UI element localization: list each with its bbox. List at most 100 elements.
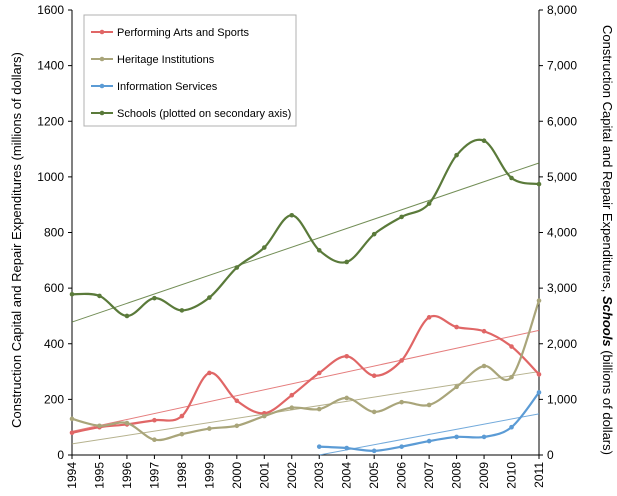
x-tick-label: 1998 [175,462,189,489]
y-axis-title-right: Construction Capital and Repair Expendit… [600,25,615,455]
series-heritage-institutions [69,298,542,443]
data-point-schools-plotted-on-secondary-axis [509,175,514,181]
y-right-tick-label: 7,000 [547,59,577,73]
data-point-performing-arts-and-sports [509,344,514,349]
data-point-performing-arts-and-sports [344,353,350,359]
data-point-heritage-institutions [97,423,102,429]
data-point-heritage-institutions [399,399,404,405]
legend-box [83,14,297,127]
data-point-schools-plotted-on-secondary-axis [152,295,157,301]
data-point-performing-arts-and-sports [179,413,185,419]
legend-item-schools-plotted-on-secondary-axis: Schools (plotted on secondary axis) [91,108,291,120]
x-tick-label: 2003 [312,462,326,489]
legend-label: Schools (plotted on secondary axis) [117,108,291,120]
y-axis-title-right-part-3: (billions of dollars) [600,347,615,455]
data-point-heritage-institutions [454,384,459,390]
x-tick-label: 2010 [505,462,519,489]
data-point-performing-arts-and-sports [316,370,322,376]
y-axis-title-left: Construction Capital and Repair Expendit… [9,52,24,428]
series-line-performing-arts-and-sports [71,314,540,434]
x-tick-label: 2000 [230,462,244,489]
x-tick-label: 1994 [65,462,79,489]
data-point-schools-plotted-on-secondary-axis [289,212,295,218]
legend-item-information-services: Information Services [91,81,218,93]
data-point-heritage-institutions [426,402,432,408]
trendlines-layer [71,162,540,456]
y-left-tick-label: 400 [44,337,64,351]
data-point-heritage-institutions [316,406,322,412]
data-point-information-services [536,390,542,395]
data-point-schools-plotted-on-secondary-axis [69,291,75,297]
legend-swatch-marker [99,56,105,62]
data-point-schools-plotted-on-secondary-axis [234,265,240,270]
y-right-tick-label: 0 [547,448,554,462]
data-point-performing-arts-and-sports [152,417,157,423]
trendline-schools-plotted-on-secondary-axis [71,162,540,323]
legend-label: Performing Arts and Sports [117,27,250,39]
y-right-tick-label: 8,000 [547,3,577,17]
data-point-performing-arts-and-sports [481,328,487,334]
data-point-heritage-institutions [179,431,185,437]
data-point-performing-arts-and-sports [536,372,542,377]
y-left-tick-label: 1000 [37,170,64,184]
data-point-information-services [509,424,514,430]
x-tick-label: 2004 [340,462,354,489]
data-point-performing-arts-and-sports [399,358,404,363]
y-left-tick-label: 0 [57,448,64,462]
legend-swatch-marker [99,110,105,116]
legend-label: Information Services [117,81,218,93]
y-right-tick-label: 4,000 [547,226,577,240]
data-point-heritage-institutions [289,405,295,411]
data-point-heritage-institutions [207,426,212,431]
legend-swatch-marker [99,83,105,89]
x-tick-label: 2001 [257,462,271,489]
data-point-schools-plotted-on-secondary-axis [371,231,377,237]
legend-item-heritage-institutions: Heritage Institutions [91,54,215,66]
x-tick-label: 1996 [120,462,134,489]
x-tick-label: 2006 [395,462,409,489]
data-point-information-services [454,434,459,440]
y-axis-title-right-part-1: Construction Capital and Repair Expendit… [600,25,615,296]
series-schools-plotted-on-secondary-axis [69,138,542,319]
data-point-schools-plotted-on-secondary-axis [316,248,322,253]
x-tick-label: 2007 [422,462,436,489]
data-point-performing-arts-and-sports [69,430,75,436]
legend-swatch-marker [99,29,105,35]
x-tick-label: 2008 [450,462,464,489]
series-information-services [316,390,542,454]
data-point-performing-arts-and-sports [454,324,459,330]
x-tick-label: 2009 [477,462,491,489]
data-point-performing-arts-and-sports [371,373,377,379]
data-point-information-services [344,445,350,451]
data-point-schools-plotted-on-secondary-axis [454,152,459,158]
data-point-heritage-institutions [152,437,157,443]
series-layer [69,138,542,454]
data-point-information-services [481,434,487,440]
ticks-layer: 0 200 400 600 800 1000 1200 1400 1600 0 1,000 2,000… [37,3,577,489]
axis-titles-layer: Construction Capital and Repair Expendit… [9,25,615,455]
data-point-schools-plotted-on-secondary-axis [536,181,542,187]
y-left-tick-label: 800 [44,226,64,240]
data-point-information-services [316,444,322,449]
data-point-schools-plotted-on-secondary-axis [481,138,487,144]
x-tick-label: 2005 [367,462,381,489]
data-point-information-services [399,444,404,449]
x-tick-label: 1997 [147,462,161,489]
y-right-tick-label: 2,000 [547,337,577,351]
data-point-heritage-institutions [371,409,377,415]
data-point-heritage-institutions [234,423,240,429]
data-point-heritage-institutions [261,413,267,419]
y-right-tick-label: 5,000 [547,170,577,184]
data-point-schools-plotted-on-secondary-axis [344,259,350,265]
data-point-information-services [371,448,377,454]
data-point-heritage-institutions [69,416,75,422]
legend-item-performing-arts-and-sports: Performing Arts and Sports [91,27,250,39]
y-axis-title-right-part-2: Schools [600,296,615,347]
data-point-heritage-institutions [536,298,542,303]
x-tick-label: 1999 [202,462,216,489]
data-point-information-services [426,438,432,444]
data-point-heritage-institutions [344,395,350,401]
data-point-performing-arts-and-sports [426,315,432,320]
